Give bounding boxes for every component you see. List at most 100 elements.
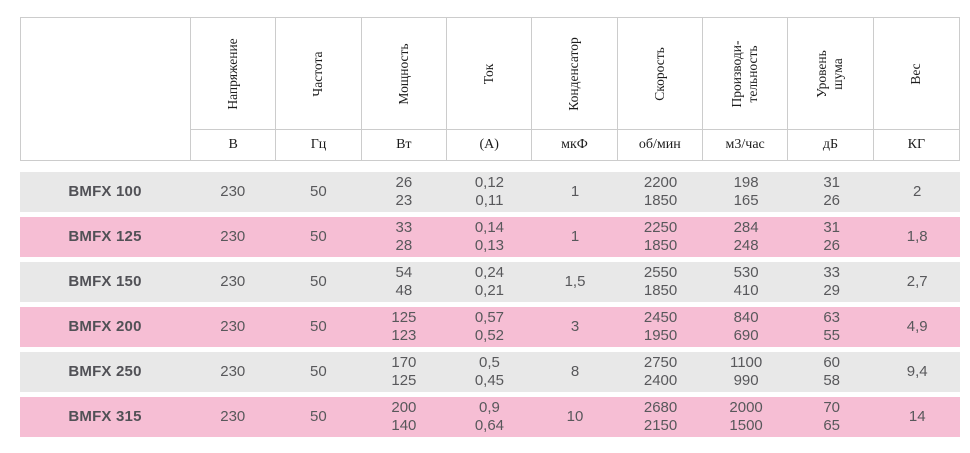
value-cell: 2450 1950 (643, 309, 678, 344)
value-cell: 2200 1850 (643, 174, 678, 209)
column-unit: мкФ (561, 137, 588, 152)
table-row: BMFX 150 230 50 54 48 0,24 0,21 1,5 2550 1850… (20, 262, 960, 302)
column-label-cell: Вес (873, 18, 959, 130)
model-name: BMFX 200 (68, 318, 142, 335)
value-cell: 1,5 (564, 273, 586, 290)
value-cell: 1 (570, 183, 580, 200)
column-label-cell: Уровень шума (788, 18, 874, 130)
column-unit-cell: мкФ (532, 130, 618, 160)
column-unit: м3/час (725, 137, 765, 152)
value-cell: 54 48 (395, 264, 413, 299)
model-name: BMFX 100 (68, 183, 142, 200)
column-unit: дБ (822, 137, 839, 152)
column-unit: Вт (396, 137, 412, 152)
value-cell: 198 165 (733, 174, 759, 209)
model-name: BMFX 315 (68, 408, 142, 425)
column-label: Конденсатор (566, 36, 582, 111)
column-label: Вес (908, 62, 924, 85)
value-cell: 50 (309, 228, 327, 245)
value-cell: 125 123 (391, 309, 417, 344)
value-cell: 50 (309, 408, 327, 425)
value-cell: 26 23 (395, 174, 413, 209)
value-cell: 60 58 (823, 354, 840, 389)
column-unit: (А) (479, 137, 499, 152)
value-cell: 840 690 (733, 309, 759, 344)
column-unit: Гц (310, 137, 327, 152)
column-unit-cell: дБ (788, 130, 874, 160)
column-label: Уровень шума (814, 49, 846, 98)
value-cell: 284 248 (733, 219, 759, 254)
column-label-cell: Ток (447, 18, 533, 130)
value-cell: 230 (220, 228, 246, 245)
value-cell: 2000 1500 (729, 399, 763, 434)
value-cell: 200 140 (391, 399, 417, 434)
column-unit-cell: Вт (362, 130, 447, 160)
column-label-cell: Производи- тельность (703, 18, 789, 130)
column-label: Ток (481, 63, 497, 84)
value-cell: 2680 2150 (643, 399, 678, 434)
table-row: BMFX 125 230 50 33 28 0,14 0,13 1 2250 1850 28… (20, 217, 960, 257)
value-cell: 50 (309, 318, 327, 335)
table-row: BMFX 200 230 50 125 123 0,57 0,52 3 2450 1950… (20, 307, 960, 347)
column-unit: об/мин (638, 137, 681, 152)
value-cell: 31 26 (823, 219, 840, 254)
value-cell: 230 (220, 318, 246, 335)
value-cell: 2750 2400 (643, 354, 678, 389)
column-label: Частота (310, 50, 326, 97)
value-cell: 0,24 0,21 (474, 264, 505, 299)
value-cell: 33 29 (823, 264, 840, 299)
corner-cell (21, 18, 191, 160)
value-cell: 530 410 (733, 264, 759, 299)
column-label-cell: Напряжение (191, 18, 277, 130)
model-name: BMFX 150 (68, 273, 142, 290)
value-cell: 8 (570, 363, 580, 380)
value-cell: 230 (220, 273, 246, 290)
value-cell: 1 (570, 228, 580, 245)
value-cell: 9,4 (906, 363, 928, 380)
value-cell: 0,14 0,13 (474, 219, 505, 254)
column-label: Напряжение (225, 37, 241, 110)
value-cell: 50 (309, 273, 327, 290)
value-cell: 0,9 0,64 (474, 399, 505, 434)
table-body: BMFX 100 230 50 26 23 0,12 0,11 1 2200 1850 19… (20, 172, 960, 437)
table-row: BMFX 315 230 50 200 140 0,9 0,64 10 2680 2150… (20, 397, 960, 437)
model-name: BMFX 125 (68, 228, 142, 245)
value-cell: 70 65 (823, 399, 840, 434)
value-cell: 50 (309, 363, 327, 380)
column-unit-cell: м3/час (703, 130, 789, 160)
value-cell: 0,12 0,11 (474, 174, 505, 209)
value-cell: 2550 1850 (643, 264, 678, 299)
value-cell: 1,8 (906, 228, 928, 245)
value-cell: 230 (220, 183, 246, 200)
column-label: Скорость (651, 46, 667, 101)
model-name: BMFX 250 (68, 363, 142, 380)
column-label-cell: Частота (276, 18, 362, 130)
value-cell: 63 55 (823, 309, 840, 344)
value-cell: 0,5 0,45 (474, 354, 505, 389)
column-unit-cell: (А) (447, 130, 533, 160)
column-unit: В (228, 137, 238, 152)
value-cell: 31 26 (823, 174, 840, 209)
value-cell: 2250 1850 (643, 219, 678, 254)
table-row: BMFX 250 230 50 170 125 0,5 0,45 8 2750 2400 1… (20, 352, 960, 392)
column-label-cell: Скорость (617, 18, 703, 130)
table-header: Напряжение Частота Мощность Ток Конденса… (20, 17, 960, 161)
table-row: BMFX 100 230 50 26 23 0,12 0,11 1 2200 1850 19… (20, 172, 960, 212)
column-label: Мощность (395, 42, 411, 105)
column-unit-cell: КГ (874, 130, 959, 160)
column-label-cell: Конденсатор (532, 18, 618, 130)
value-cell: 1100 990 (729, 354, 763, 389)
column-label-cell: Мощность (361, 18, 447, 130)
column-unit: КГ (907, 137, 926, 152)
value-cell: 170 125 (391, 354, 417, 389)
value-cell: 230 (220, 363, 246, 380)
value-cell: 0,57 0,52 (474, 309, 505, 344)
column-unit-cell: В (191, 130, 277, 160)
value-cell: 33 28 (395, 219, 413, 254)
value-cell: 3 (570, 318, 580, 335)
value-cell: 14 (908, 408, 926, 425)
value-cell: 50 (309, 183, 327, 200)
value-cell: 2 (913, 183, 922, 200)
value-cell: 2,7 (906, 273, 928, 290)
